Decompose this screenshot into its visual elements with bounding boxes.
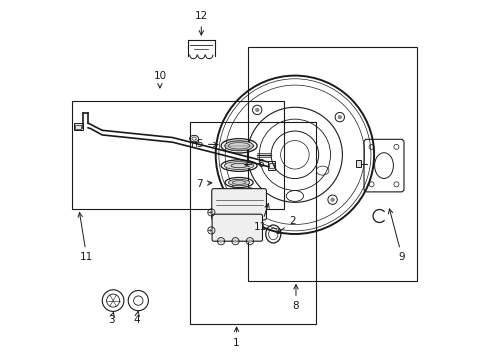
Ellipse shape (224, 141, 253, 151)
Circle shape (219, 239, 223, 243)
Circle shape (337, 115, 341, 119)
Circle shape (209, 211, 213, 214)
Text: 1: 1 (233, 327, 240, 348)
Text: 3: 3 (108, 312, 114, 325)
Text: 12: 12 (194, 11, 207, 35)
FancyBboxPatch shape (212, 214, 262, 241)
Text: 11: 11 (78, 213, 93, 262)
Circle shape (247, 239, 251, 243)
Circle shape (330, 198, 334, 202)
Ellipse shape (228, 179, 249, 186)
Bar (247, 47, 416, 281)
Circle shape (255, 108, 259, 112)
FancyBboxPatch shape (267, 161, 275, 170)
FancyBboxPatch shape (73, 123, 82, 130)
Circle shape (209, 229, 213, 232)
Circle shape (233, 239, 237, 243)
Bar (72, 101, 284, 209)
Text: 4: 4 (133, 311, 140, 325)
Text: 6: 6 (244, 159, 264, 169)
Text: 9: 9 (387, 209, 405, 262)
Text: 10: 10 (153, 71, 166, 88)
FancyBboxPatch shape (211, 189, 266, 220)
Text: 8: 8 (292, 285, 299, 311)
Circle shape (247, 190, 252, 195)
FancyBboxPatch shape (355, 160, 361, 167)
Bar (190, 122, 316, 324)
Text: 7: 7 (196, 179, 211, 189)
Text: 5: 5 (196, 139, 218, 149)
Text: 11: 11 (254, 203, 268, 232)
Ellipse shape (224, 162, 253, 170)
Text: 2: 2 (277, 216, 295, 233)
